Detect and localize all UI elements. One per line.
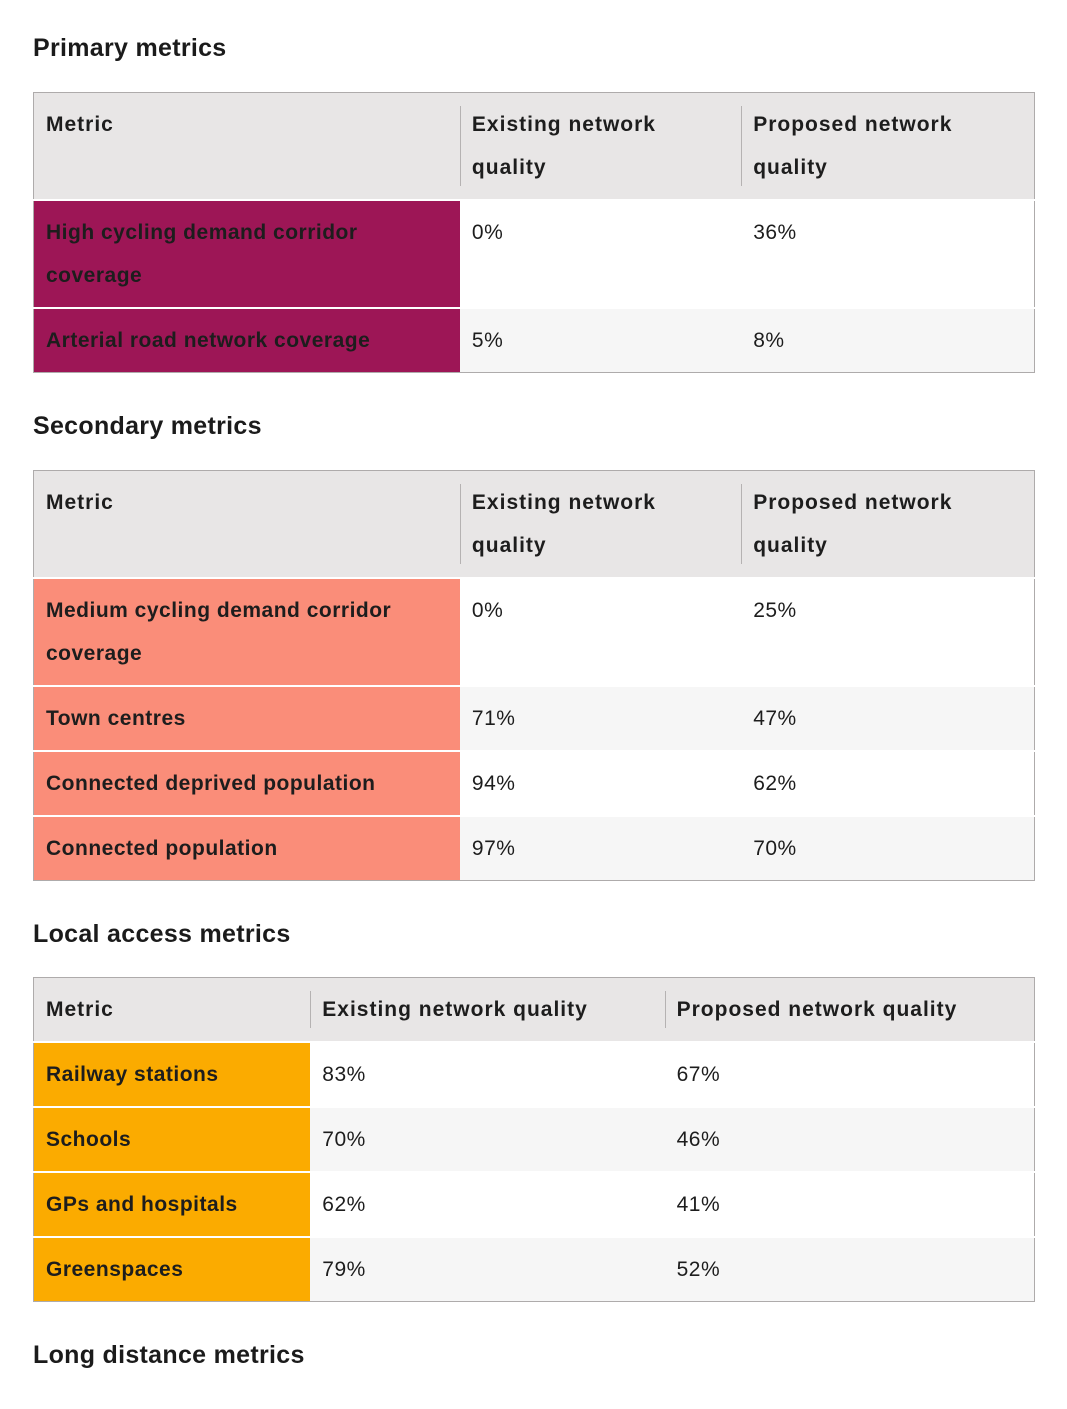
proposed-value-cell: 67% [664,1041,1035,1108]
existing-value-cell: 5% [459,306,742,373]
table-row: Schools 70% 46% [33,1106,1035,1173]
proposed-value-cell: 70% [741,814,1035,880]
existing-value-cell: 0% [459,198,742,308]
section-heading-long-distance-metrics: Long distance metrics [33,1341,305,1370]
metric-cell: Connected population [33,814,460,880]
column-header-proposed-network-quality: Proposed network quality [741,92,1035,200]
proposed-value-cell: 41% [664,1171,1035,1238]
existing-value-cell: 79% [310,1236,665,1302]
table-header-row: Metric Existing network quality Proposed… [33,470,1035,578]
existing-value-cell: 70% [310,1106,665,1173]
metric-cell: Schools [33,1106,311,1173]
metric-cell: Greenspaces [33,1236,311,1302]
metric-cell: GPs and hospitals [33,1171,311,1238]
proposed-value-cell: 8% [741,306,1035,373]
proposed-value-cell: 62% [741,749,1035,816]
metric-cell: Arterial road network coverage [33,306,460,373]
proposed-value-cell: 46% [664,1106,1035,1173]
table-row: Arterial road network coverage 5% 8% [33,306,1035,373]
local-access-metrics-table: Metric Existing network quality Proposed… [33,977,1035,1303]
existing-value-cell: 0% [459,576,742,686]
table-header-row: Metric Existing network quality Proposed… [33,977,1035,1043]
section-heading-local-access-metrics: Local access metrics [33,919,291,948]
proposed-value-cell: 25% [741,576,1035,686]
table-row: High cycling demand corridor coverage 0%… [33,198,1035,308]
table-row: Connected population 97% 70% [33,814,1035,880]
column-header-metric: Metric [33,92,460,200]
metric-cell: Town centres [33,684,460,751]
proposed-value-cell: 52% [664,1236,1035,1302]
table-row: Railway stations 83% 67% [33,1041,1035,1108]
existing-value-cell: 71% [459,684,742,751]
column-header-existing-network-quality: Existing network quality [310,977,665,1043]
existing-value-cell: 83% [310,1041,665,1108]
table-row: Greenspaces 79% 52% [33,1236,1035,1302]
column-header-proposed-network-quality: Proposed network quality [664,977,1035,1043]
table-header-row: Metric Existing network quality Proposed… [33,92,1035,200]
section-heading-secondary-metrics: Secondary metrics [33,411,262,440]
metric-cell: Medium cycling demand corridor coverage [33,576,460,686]
existing-value-cell: 97% [459,814,742,880]
table-row: Town centres 71% 47% [33,684,1035,751]
metric-cell: High cycling demand corridor coverage [33,198,460,308]
metric-cell: Connected deprived population [33,749,460,816]
section-heading-primary-metrics: Primary metrics [33,34,227,62]
existing-value-cell: 94% [459,749,742,816]
column-header-existing-network-quality: Existing network quality [459,470,742,578]
secondary-metrics-table: Metric Existing network quality Proposed… [33,469,1035,881]
column-header-proposed-network-quality: Proposed network quality [741,470,1035,578]
column-header-metric: Metric [33,977,311,1043]
table-row: Connected deprived population 94% 62% [33,749,1035,816]
table-row: GPs and hospitals 62% 41% [33,1171,1035,1238]
column-header-existing-network-quality: Existing network quality [459,92,742,200]
metric-cell: Railway stations [33,1041,311,1108]
table-row: Medium cycling demand corridor coverage … [33,576,1035,686]
proposed-value-cell: 47% [741,684,1035,751]
primary-metrics-table: Metric Existing network quality Proposed… [33,91,1035,373]
proposed-value-cell: 36% [741,198,1035,308]
existing-value-cell: 62% [310,1171,665,1238]
column-header-metric: Metric [33,470,460,578]
